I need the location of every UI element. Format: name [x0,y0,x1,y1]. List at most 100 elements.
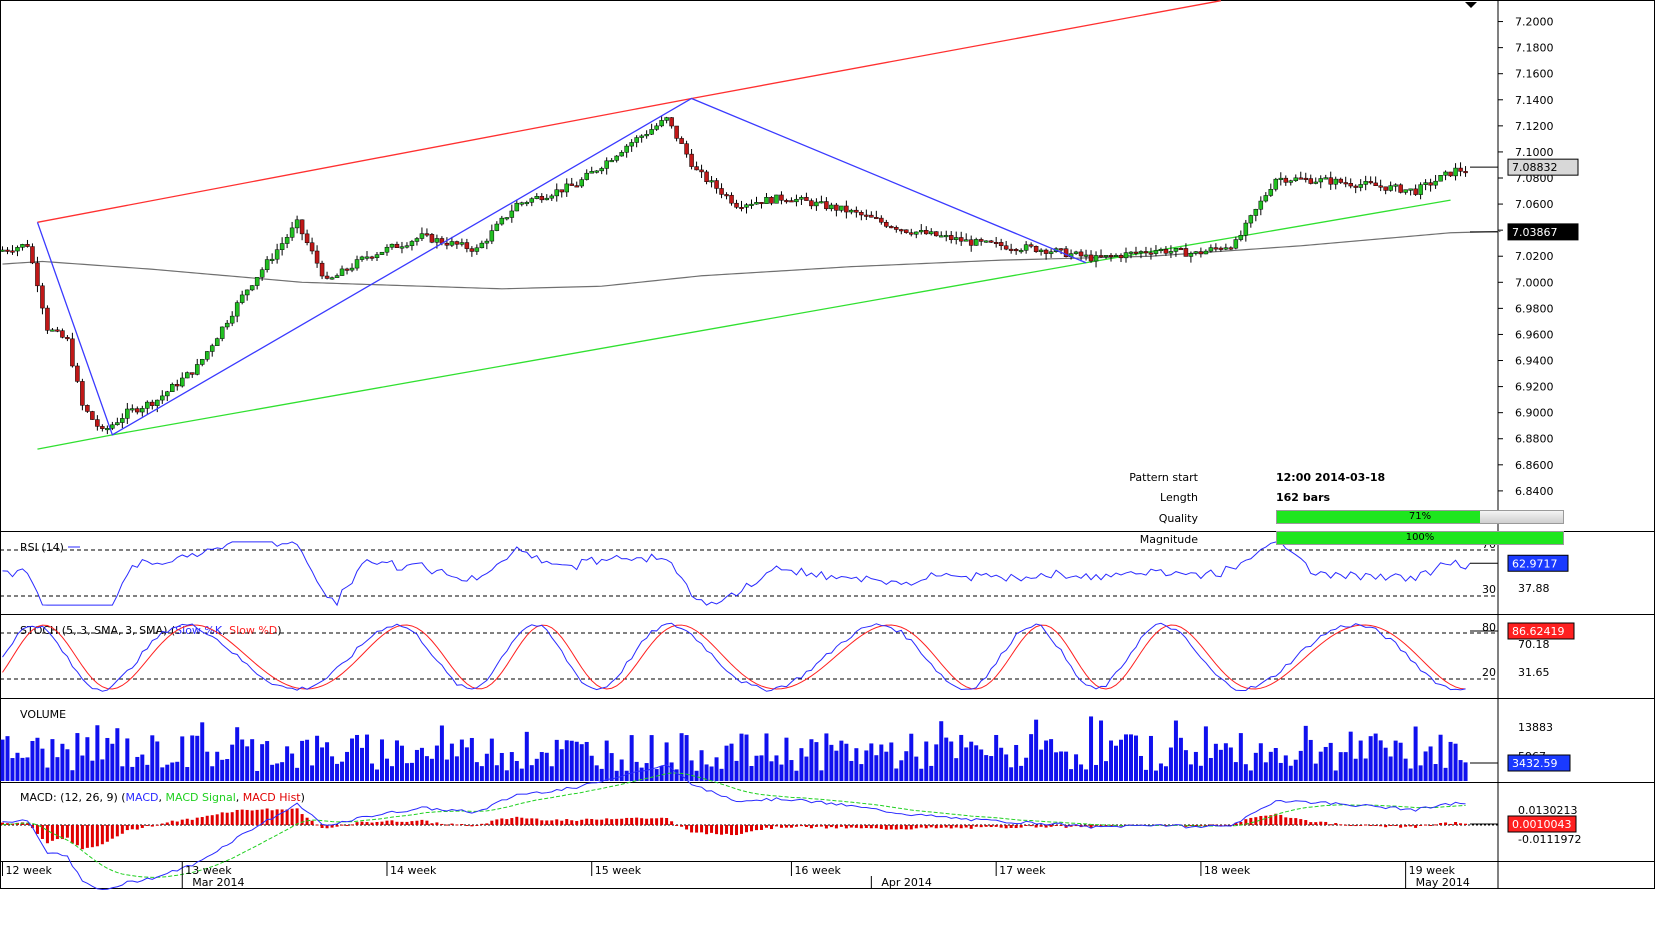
volume-bar [724,745,729,781]
candle-body [789,200,794,203]
volume-bar [1288,765,1293,781]
volume-bar [1453,743,1458,781]
candle-body [209,345,215,352]
macd-hist-bar [570,820,574,825]
macd-hist-bar [959,825,963,829]
macd-hist-bar [1449,823,1453,825]
candle-body [294,219,300,229]
volume-bar [564,740,569,781]
volume-bar [654,769,659,781]
candle-body [1323,177,1328,180]
macd-hist-bar [425,820,429,825]
macd-tick-label: 0.0130213 [1518,804,1578,817]
candle-body [1338,178,1343,183]
candle-body [399,246,405,249]
candle-body [749,203,754,206]
volume-bar [1448,741,1453,781]
stoch-k-line [2,622,1466,692]
candle-body [834,204,839,211]
volume-bar [350,738,355,781]
macd-hist-bar [710,825,714,833]
candle-body [50,329,55,332]
macd-hist-bar [170,820,174,825]
macd-hist-bar [994,825,998,827]
macd-hist-bar [1019,825,1023,828]
volume-bar [1059,751,1064,781]
macd-hist-bar [155,824,159,826]
candle-body [409,241,415,246]
volume-bar [70,770,75,781]
volume-bar [265,741,270,781]
macd-hist-bar [650,818,654,825]
support-line [37,199,1451,450]
macd-hist-bar [75,825,79,846]
volume-bar [504,770,509,781]
candle-body [874,217,879,220]
macd-hist-bar [285,809,289,825]
macd-hist-bar [954,825,958,828]
candle-body [1208,247,1214,252]
volume-bar [604,740,609,781]
volume-bar [325,742,330,781]
stoch-level-80-label: 80 [1482,621,1496,634]
macd-hist-legend: MACD Hist [243,791,302,804]
price-tick-label: 6.9800 [1515,302,1554,315]
candle-body [1398,184,1403,193]
macd-hist-bar [1334,823,1338,825]
candle-body [904,229,909,233]
candle-body [859,212,864,216]
macd-hist-bar [405,821,409,825]
macd-current-label: 0.0010043 [1512,818,1572,831]
macd-hist-bar [685,825,689,830]
volume-bar [1458,760,1463,781]
candle-body [973,239,979,246]
macd-hist-bar [1299,819,1303,825]
macd-hist-bar [500,818,504,825]
candle-body [679,138,684,144]
macd-hist-bar [1304,820,1308,825]
candle-body [219,326,225,339]
volume-bar [1034,719,1039,781]
candle-body [1078,251,1084,257]
macd-hist-bar [1249,817,1253,825]
volume-bar [1408,768,1413,781]
macd-hist-bar [365,822,369,825]
volume-bar [1014,744,1019,781]
candle-body [180,377,185,387]
candle-body [140,408,145,413]
macd-hist-bar [1314,822,1318,825]
price-tick-label: 6.9000 [1515,407,1554,420]
quality-bar: 71% [1276,510,1564,524]
volume-bar [1054,752,1059,781]
candle-body [924,230,929,235]
candle-body [784,200,789,203]
candle-body [269,258,275,261]
candle-body [334,275,340,278]
candle-body [1033,245,1039,252]
price-tick-label: 6.9400 [1515,355,1554,368]
macd-hist-bar [395,821,399,825]
magnitude-label: Magnitude [1139,533,1198,546]
volume-bar [1079,764,1084,781]
macd-hist-bar [1029,825,1033,827]
volume-bar [854,748,859,781]
candle-body [879,217,884,223]
macd-hist-bar [40,825,44,839]
candle-body [799,197,804,200]
macd-hist-bar [430,823,434,825]
volume-bar [954,758,959,781]
candle-body [224,322,230,328]
volume-bar [75,733,80,781]
macd-hist-bar [515,816,519,825]
volume-tick-label: 13883 [1518,721,1553,734]
volume-bar [1193,751,1198,781]
volume-bar [924,741,929,781]
stoch-d-legend: Slow %D [229,624,277,637]
candle-body [414,238,420,242]
candle-body [1438,175,1443,182]
volume-bar [1263,762,1268,781]
macd-tick-label: -0.0111972 [1518,833,1581,846]
volume-bar [894,768,899,781]
volume-bar [1153,770,1158,781]
candle-body [849,209,854,213]
